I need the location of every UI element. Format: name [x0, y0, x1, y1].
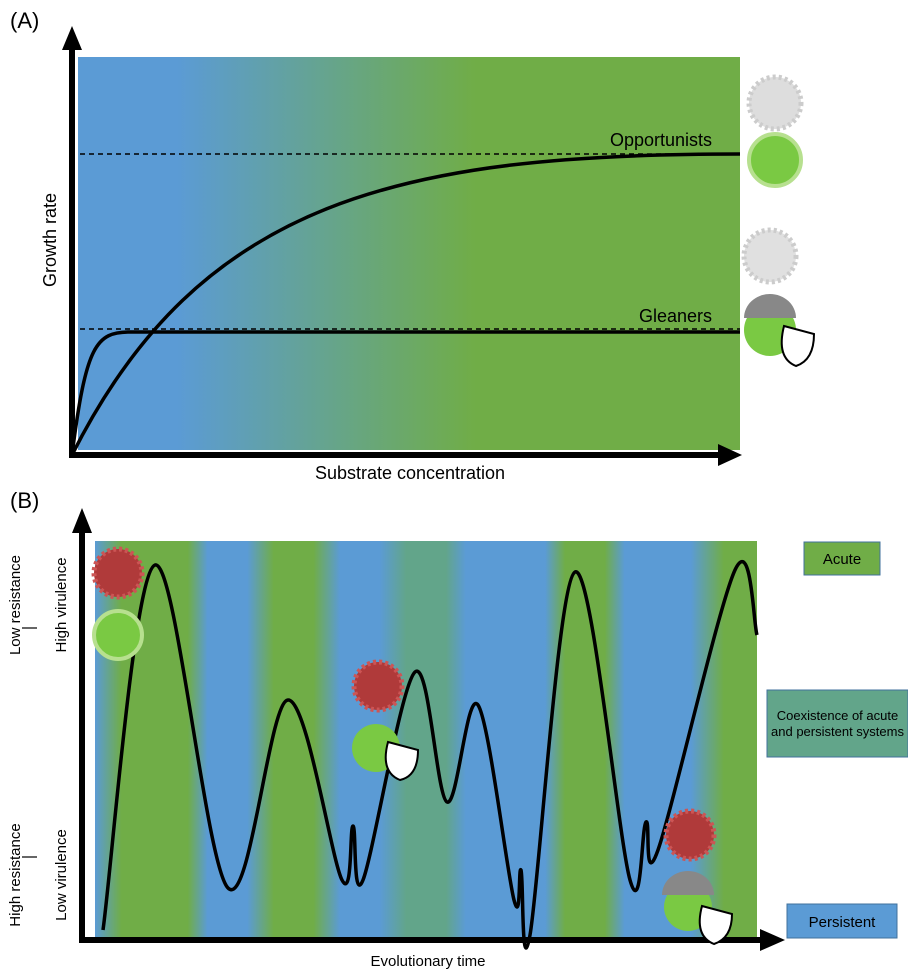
axis-label: Substrate concentration: [315, 463, 505, 483]
axis-label: High resistance: [7, 823, 24, 926]
plot-area: [78, 57, 740, 450]
arrowhead: [760, 929, 785, 951]
panel-label: (A): [10, 8, 39, 33]
virus-icon: [354, 662, 402, 710]
axis-label: Growth rate: [40, 193, 60, 287]
arrowhead: [72, 508, 92, 533]
legend-label: Coexistence of acute and persistent syst…: [768, 690, 907, 757]
virus-icon: [666, 811, 714, 859]
axis-label: Low virulence: [53, 829, 70, 921]
panel-label: (B): [10, 488, 39, 513]
axis-label: High virulence: [53, 557, 70, 652]
legend-label: Acute: [823, 551, 861, 568]
shield-icon: [782, 326, 814, 366]
figure: (A) Opportunists Gleaners Growth rate Su…: [0, 0, 908, 973]
curve-label: Gleaners: [639, 306, 712, 326]
arrowhead: [62, 26, 82, 50]
legend-label-wrap: Coexistence of acute and persistent syst…: [768, 690, 907, 757]
virus-icon: [749, 77, 801, 129]
legend-label: Persistent: [809, 914, 877, 931]
virus-icon: [744, 230, 796, 282]
cell-icon: [94, 611, 142, 659]
cell-icon: [749, 134, 801, 186]
helmet-icon: [744, 294, 796, 318]
virus-icon: [94, 549, 142, 597]
axis-label: Evolutionary time: [370, 953, 485, 970]
curve-label: Opportunists: [610, 130, 712, 150]
axis-label: Low resistance: [7, 555, 24, 655]
